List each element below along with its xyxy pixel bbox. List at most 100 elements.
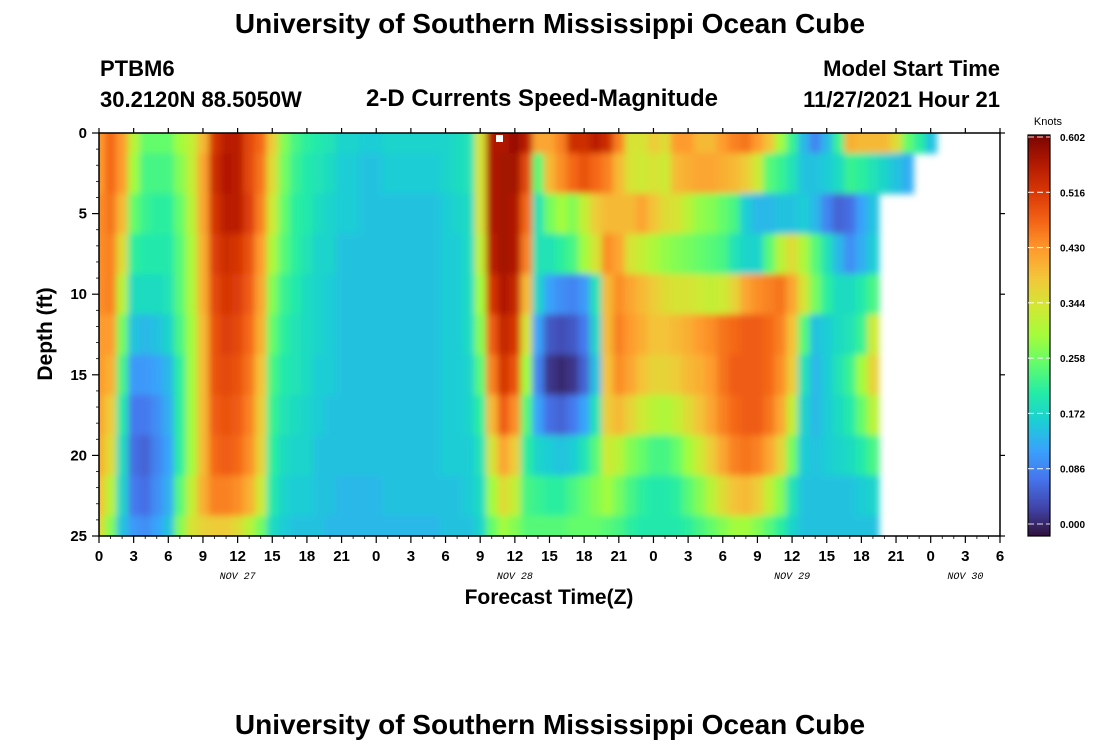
heatmap-cell <box>99 354 106 396</box>
heatmap-cell <box>104 133 117 154</box>
heatmap-cell <box>624 354 637 396</box>
heatmap-cell <box>197 435 210 477</box>
heatmap-cell <box>370 394 383 436</box>
heatmap-cell <box>127 394 141 436</box>
y-axis: 0 5 10 15 20 25 <box>70 125 1005 545</box>
heatmap-cell <box>462 153 476 195</box>
y-tick-label: 5 <box>79 206 87 223</box>
heatmap-cell <box>451 274 464 315</box>
x-tick-label: 6 <box>996 548 1004 565</box>
chart-subtitle: 2-D Currents Speed-Magnitude <box>366 85 719 112</box>
heatmap-cell <box>659 475 672 517</box>
heatmap-cell <box>497 475 510 517</box>
heatmap-cell <box>844 394 857 436</box>
x-tick-label: 3 <box>129 548 137 565</box>
heatmap-cell <box>786 274 799 315</box>
heatmap-cell <box>682 153 695 195</box>
heatmap-cell <box>832 515 845 536</box>
heatmap-cell <box>543 475 556 517</box>
heatmap-cell <box>509 153 522 195</box>
heatmap-cell <box>462 515 476 536</box>
heatmap-cell <box>254 193 268 235</box>
heatmap-cell <box>509 435 522 477</box>
heatmap-cell <box>636 133 649 154</box>
heatmap-cell <box>844 193 857 235</box>
heatmap-cell <box>312 274 325 315</box>
heatmap-cell <box>312 314 325 356</box>
heatmap-cell <box>485 153 499 195</box>
heatmap-cell <box>127 354 141 396</box>
heatmap-cell <box>774 314 787 356</box>
heatmap-cell <box>832 153 845 195</box>
heatmap-cell <box>670 435 683 477</box>
heatmap-cell <box>393 394 406 436</box>
heatmap-cell <box>405 233 418 275</box>
heatmap-cell <box>197 314 210 356</box>
heatmap-cell <box>289 475 302 517</box>
heatmap-cell <box>127 233 141 275</box>
heatmap-cell <box>347 233 360 275</box>
heatmap-cell <box>867 193 880 235</box>
heatmap-cell <box>497 193 510 235</box>
heatmap-cell <box>474 233 487 275</box>
heatmap-cell <box>647 435 660 477</box>
heatmap-cell <box>543 133 556 154</box>
heatmap-cell <box>670 133 683 154</box>
heatmap-cell <box>659 274 672 315</box>
heatmap-cell <box>797 354 810 396</box>
heatmap-cell <box>509 133 522 154</box>
heatmap-cell <box>405 435 418 477</box>
heatmap-cell <box>670 515 683 536</box>
heatmap-cell <box>347 274 360 315</box>
heatmap-cell <box>197 193 210 235</box>
heatmap-cell <box>358 274 372 315</box>
heatmap-cell <box>116 274 129 315</box>
heatmap-cell <box>474 435 487 477</box>
heatmap-cell <box>99 314 106 356</box>
heatmap-cell <box>820 314 834 356</box>
heatmap-cell <box>763 435 776 477</box>
heatmap-cell <box>104 515 117 536</box>
heatmap-cell <box>370 515 383 536</box>
heatmap-cell <box>474 354 487 396</box>
heatmap-cell <box>150 153 164 195</box>
heatmap-cell <box>324 354 337 396</box>
heatmap-cell <box>509 233 522 275</box>
y-tick-label: 0 <box>79 125 87 142</box>
heatmap-cell <box>335 193 348 235</box>
heatmap-cell <box>451 475 464 517</box>
heatmap-cell <box>867 475 880 517</box>
heatmap-cell <box>324 475 337 517</box>
heatmap-cell <box>497 435 510 477</box>
heatmap-cell <box>462 354 476 396</box>
heatmap-cell <box>601 233 614 275</box>
heatmap-cell <box>312 193 325 235</box>
heatmap-cell <box>555 274 568 315</box>
heatmap-cell <box>382 475 395 517</box>
heatmap-cell <box>220 394 233 436</box>
model-start-label: Model Start Time <box>823 56 1000 81</box>
heatmap-cell <box>393 475 406 517</box>
heatmap-cell <box>220 515 233 536</box>
heatmap-cell <box>254 274 268 315</box>
heatmap-cell <box>231 354 244 396</box>
heatmap-cell <box>901 133 914 154</box>
heatmap-cell <box>301 354 314 396</box>
heatmap-cell <box>532 475 545 517</box>
heatmap-cell <box>670 394 683 436</box>
heatmap-cell <box>139 435 152 477</box>
heatmap-cell <box>99 274 106 315</box>
heatmap-cell <box>174 435 187 477</box>
heatmap-cell <box>278 475 291 517</box>
heatmap-cell <box>254 314 268 356</box>
heatmap-cell <box>127 133 141 154</box>
heatmap-cell <box>751 274 764 315</box>
heatmap-cell <box>428 394 441 436</box>
colorbar-tick-label: 0.258 <box>1060 354 1085 365</box>
heatmap-cell <box>555 314 568 356</box>
heatmap-cell <box>624 233 637 275</box>
heatmap-cell <box>266 133 279 154</box>
heatmap-cell <box>751 394 764 436</box>
heatmap-cell <box>613 354 626 396</box>
heatmap-cell <box>254 354 268 396</box>
